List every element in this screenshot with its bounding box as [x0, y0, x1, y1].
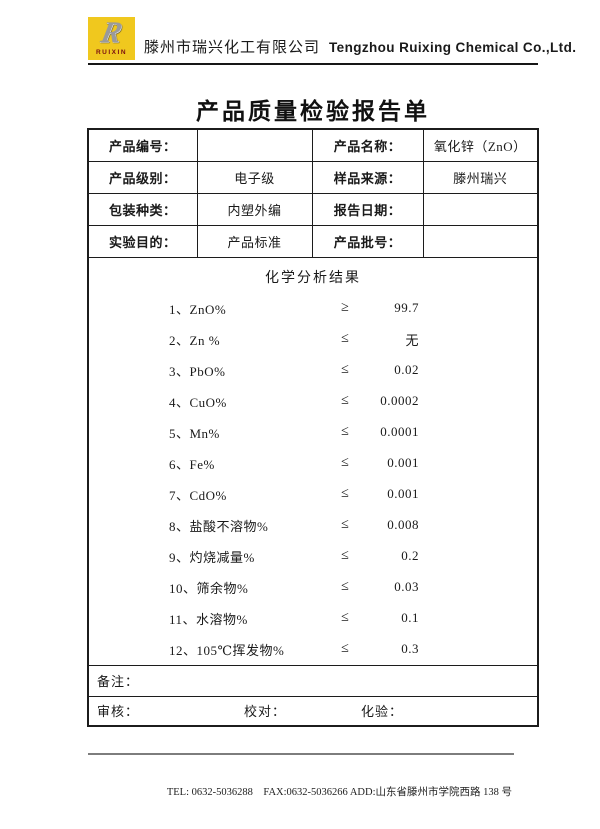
analysis-item-operator: ≤: [341, 455, 349, 470]
analysis-item: 7、CdO% ≤ 0.001: [89, 479, 537, 510]
analysis-item: 12、105℃挥发物% ≤ 0.3: [89, 634, 537, 665]
analysis-item-name: 4、CuO%: [169, 394, 227, 410]
reviewer-label: 审核：: [97, 704, 140, 720]
analysis-item-operator: ≤: [341, 331, 349, 346]
page-footer: TEL: 0632-5036288 FAX:0632-5036266 ADD:山…: [88, 758, 512, 829]
analysis-item-operator: ≥: [341, 300, 349, 315]
analysis-item-value: 0.2: [401, 548, 419, 563]
remarks-label: 备注：: [87, 664, 539, 697]
analysis-item-operator: ≤: [341, 579, 349, 594]
analysis-item-value: 0.03: [394, 579, 419, 594]
table-row: 审核： 校对： 化验：: [87, 695, 539, 727]
report-table: 产品编号： 产品名称： 氧化锌（ZnO） 产品级别： 电子级 样品来源： 滕州瑞…: [87, 128, 539, 727]
report-title: 产品质量检验报告单: [196, 98, 430, 124]
analysis-item-value: 0.1: [401, 610, 419, 625]
footer-contact-line: TEL: 0632-5036288 FAX:0632-5036266 ADD:山…: [166, 787, 512, 798]
analysis-item-name: 9、灼烧减量%: [169, 549, 255, 565]
logo-brand-text: RUIXIN: [95, 49, 128, 56]
analysis-item: 9、灼烧减量% ≤ 0.2: [89, 541, 537, 572]
analysis-item-value: 0.02: [394, 362, 419, 377]
company-name-en: Tengzhou Ruixing Chemical Co.,Ltd.: [329, 40, 577, 55]
page-header: R RUIXIN 滕州市瑞兴化工有限公司 Tengzhou Ruixing Ch…: [88, 16, 576, 65]
analysis-item: 5、Mn% ≤ 0.0001: [89, 417, 537, 448]
ruixin-logo-icon: R RUIXIN: [88, 16, 135, 60]
analysis-item-name: 2、Zn %: [169, 332, 221, 348]
analysis-items-list: 1、ZnO% ≥ 99.7 2、Zn % ≤ 无 3、PbO% ≤ 0.02: [89, 293, 537, 665]
sample-source-value: 滕州瑞兴: [422, 160, 539, 194]
analysis-item-name: 11、水溶物%: [169, 611, 248, 627]
packaging-type-label: 包装种类：: [87, 192, 198, 226]
batch-number-value: [422, 224, 539, 258]
analysis-item-value: 0.008: [387, 517, 419, 532]
analysis-item-operator: ≤: [341, 641, 349, 656]
product-name-label: 产品名称：: [311, 128, 424, 162]
table-row: 包装种类： 内塑外编 报告日期：: [87, 192, 539, 226]
packaging-type-value: 内塑外编: [196, 192, 313, 226]
table-row: 产品编号： 产品名称： 氧化锌（ZnO）: [87, 128, 539, 162]
analysis-item-name: 6、Fe%: [169, 456, 215, 472]
analysis-section: 化学分析结果 1、ZnO% ≥ 99.7 2、Zn % ≤ 无 3、PbO% ≤: [87, 256, 539, 666]
analysis-item: 1、ZnO% ≥ 99.7: [89, 293, 537, 324]
analysis-item-operator: ≤: [341, 486, 349, 501]
analysis-item-name: 7、CdO%: [169, 487, 227, 503]
analysis-item-value: 0.001: [387, 455, 419, 470]
product-grade-value: 电子级: [196, 160, 313, 194]
analysis-item-operator: ≤: [341, 393, 349, 408]
table-row: 化学分析结果 1、ZnO% ≥ 99.7 2、Zn % ≤ 无 3、PbO% ≤: [87, 256, 539, 666]
analysis-item-value: 0.0002: [380, 393, 419, 408]
analysis-item-value: 0.001: [387, 486, 419, 501]
table-row: 产品级别： 电子级 样品来源： 滕州瑞兴: [87, 160, 539, 194]
analysis-item: 2、Zn % ≤ 无: [89, 324, 537, 355]
signoff-section: 审核： 校对： 化验：: [87, 695, 539, 727]
analysis-item: 6、Fe% ≤ 0.001: [89, 448, 537, 479]
analysis-item: 3、PbO% ≤ 0.02: [89, 355, 537, 386]
analysis-item-name: 12、105℃挥发物%: [169, 642, 285, 658]
analysis-item-value: 0.0001: [380, 424, 419, 439]
analysis-item-operator: ≤: [341, 610, 349, 625]
proofreader-label: 校对：: [244, 704, 287, 720]
tester-label: 化验：: [361, 704, 404, 720]
logo-r-letter: R: [98, 16, 126, 49]
analysis-item-value: 99.7: [394, 300, 419, 315]
report-date-value: [422, 192, 539, 226]
footer-divider: [88, 753, 514, 755]
test-purpose-label: 实验目的：: [87, 224, 198, 258]
analysis-item: 11、水溶物% ≤ 0.1: [89, 603, 537, 634]
analysis-item: 10、筛余物% ≤ 0.03: [89, 572, 537, 603]
analysis-item-name: 3、PbO%: [169, 363, 226, 379]
report-date-label: 报告日期：: [311, 192, 424, 226]
analysis-item-value: 无: [405, 332, 419, 348]
analysis-item-operator: ≤: [341, 517, 349, 532]
analysis-item-operator: ≤: [341, 424, 349, 439]
analysis-item-name: 5、Mn%: [169, 425, 220, 441]
analysis-item: 8、盐酸不溶物% ≤ 0.008: [89, 510, 537, 541]
batch-number-label: 产品批号：: [311, 224, 424, 258]
product-code-label: 产品编号：: [87, 128, 198, 162]
analysis-item-operator: ≤: [341, 362, 349, 377]
analysis-item-name: 1、ZnO%: [169, 301, 227, 317]
sample-source-label: 样品来源：: [311, 160, 424, 194]
table-row: 实验目的： 产品标准 产品批号：: [87, 224, 539, 258]
product-grade-label: 产品级别：: [87, 160, 198, 194]
analysis-item-name: 10、筛余物%: [169, 580, 249, 596]
company-name-cn: 滕州市瑞兴化工有限公司: [144, 40, 321, 56]
analysis-item: 4、CuO% ≤ 0.0002: [89, 386, 537, 417]
product-name-value: 氧化锌（ZnO）: [422, 128, 539, 162]
analysis-item-value: 0.3: [401, 641, 419, 656]
analysis-item-operator: ≤: [341, 548, 349, 563]
product-code-value: [196, 128, 313, 162]
test-purpose-value: 产品标准: [196, 224, 313, 258]
table-row: 备注：: [87, 664, 539, 697]
analysis-section-title: 化学分析结果: [265, 270, 361, 286]
analysis-item-name: 8、盐酸不溶物%: [169, 518, 269, 534]
